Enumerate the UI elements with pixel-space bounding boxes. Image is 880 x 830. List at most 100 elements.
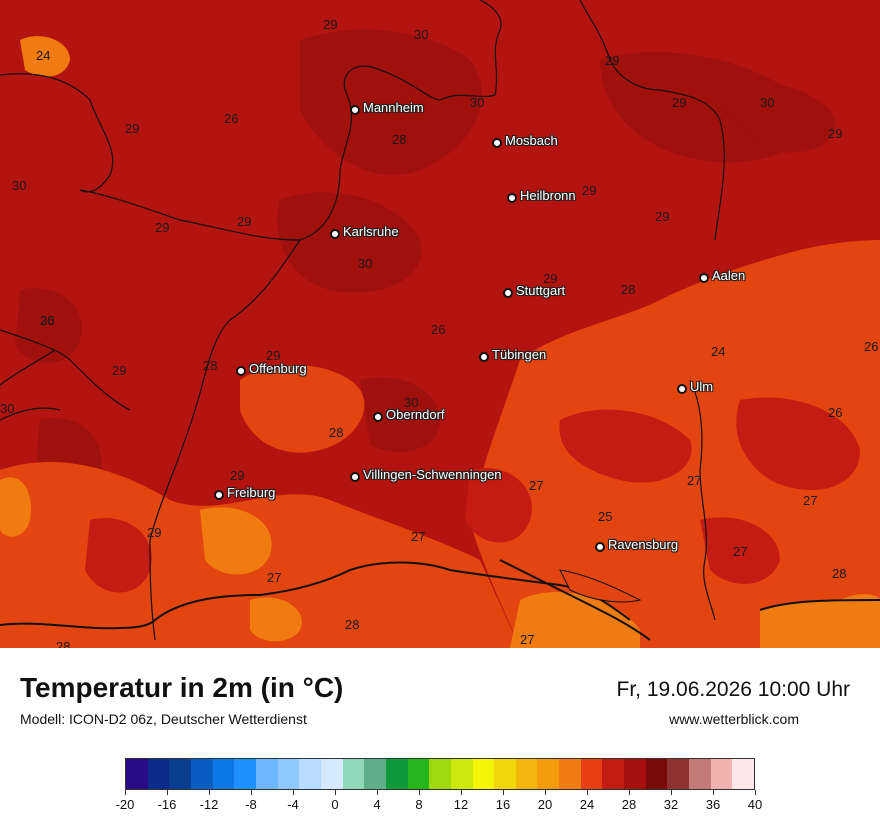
- colorbar-swatch: [580, 759, 603, 789]
- temperature-value: 30: [404, 395, 419, 410]
- colorbar-tick-mark: [419, 790, 420, 795]
- temperature-value: 30: [414, 27, 429, 42]
- colorbar-tick-label: -8: [245, 797, 257, 812]
- temperature-value: 29: [655, 209, 670, 224]
- colorbar-tick-mark: [167, 790, 168, 795]
- city-marker: [330, 229, 340, 239]
- colorbar-tick-label: 40: [747, 797, 763, 812]
- colorbar-swatch: [342, 759, 365, 789]
- temperature-value: 25: [598, 509, 613, 524]
- temperature-value: 26: [431, 322, 446, 337]
- lake-constance: [559, 569, 642, 603]
- temperature-value: 24: [711, 344, 726, 359]
- temperature-value: 30: [358, 256, 373, 271]
- temperature-value: 28: [832, 566, 847, 581]
- colorbar-swatch: [212, 759, 235, 789]
- colorbar-tick-label: 24: [579, 797, 595, 812]
- state-borders: [0, 0, 725, 641]
- colorbar-swatch: [234, 759, 256, 789]
- colorbar-swatch: [299, 759, 321, 789]
- colorbar-tick-mark: [503, 790, 504, 795]
- temperature-value: 29: [147, 525, 162, 540]
- warm-region-center: [240, 365, 365, 453]
- colorbar-swatch: [385, 759, 408, 789]
- city-marker: [503, 288, 513, 298]
- temperature-value: 30: [40, 313, 55, 328]
- temperature-value: 30: [0, 401, 15, 416]
- colorbar-swatch: [472, 759, 495, 789]
- temperature-value: 27: [411, 529, 426, 544]
- city-label: Villingen-Schwenningen: [363, 467, 502, 482]
- temperature-value: 29: [582, 183, 597, 198]
- colorbar-tick-mark: [755, 790, 756, 795]
- temperature-value: 28: [621, 282, 636, 297]
- temperature-value: 29: [230, 468, 245, 483]
- colorbar-tick-label: 20: [537, 797, 553, 812]
- colorbar-swatch: [407, 759, 430, 789]
- colorbar-tick-label: -16: [157, 797, 177, 812]
- map-title: Temperatur in 2m (in °C): [20, 672, 344, 703]
- city-label: Offenburg: [249, 361, 307, 376]
- colorbar-tick-label: 8: [415, 797, 423, 812]
- model-info: Modell: ICON-D2 06z, Deutscher Wetterdie…: [20, 711, 307, 727]
- colorbar-swatch: [277, 759, 300, 789]
- city-label: Mannheim: [363, 100, 424, 115]
- temperature-value: 27: [687, 473, 702, 488]
- city-label: Freiburg: [227, 485, 276, 500]
- colorbar-ticks: -20 -16 -12 -8 -4 0 4 8 12 16 20 24 28 32 36 40: [116, 790, 762, 820]
- colorbar-swatch: [710, 759, 733, 789]
- colorbar-swatch: [515, 759, 538, 789]
- city-marker: [699, 273, 709, 283]
- city-marker: [677, 384, 687, 394]
- colorbar-tick-label: -4: [287, 797, 299, 812]
- colorbar-tick-mark: [713, 790, 714, 795]
- colorbar-swatch: [320, 759, 343, 789]
- map-canvas: [0, 0, 880, 648]
- city-marker: [507, 193, 517, 203]
- temperature-value: 29: [237, 214, 252, 229]
- colorbar-tick-mark: [461, 790, 462, 795]
- city-label: Heilbronn: [520, 188, 576, 203]
- city-marker: [595, 542, 605, 552]
- colorbar-tick-label: 4: [373, 797, 381, 812]
- temperature-value: 28: [329, 425, 344, 440]
- city-label: Stuttgart: [516, 283, 566, 298]
- colorbar-tick-label: 28: [621, 797, 637, 812]
- colorbar-swatch: [624, 759, 646, 789]
- forecast-datetime: Fr, 19.06.2026 10:00 Uhr: [616, 678, 851, 701]
- temperature-value: 26: [40, 313, 55, 328]
- colorbar-swatch: [559, 759, 581, 789]
- temperature-value: 27: [520, 632, 535, 647]
- mild-patches: [0, 36, 880, 648]
- temperature-value: 30: [12, 178, 27, 193]
- city-marker: [479, 352, 489, 362]
- temperature-value: 28: [203, 358, 218, 373]
- temperature-value: 29: [828, 126, 843, 141]
- colorbar-swatch: [602, 759, 625, 789]
- colorbar-tick-mark: [293, 790, 294, 795]
- temperature-value: 27: [733, 544, 748, 559]
- city-label: Mosbach: [505, 133, 558, 148]
- temperature-value: 29: [112, 363, 127, 378]
- colorbar-tick-mark: [251, 790, 252, 795]
- colorbar-tick-mark: [629, 790, 630, 795]
- colorbar-tick-label: 32: [663, 797, 679, 812]
- colorbar-tick-mark: [335, 790, 336, 795]
- temperature-value: 29: [125, 121, 140, 136]
- city-marker: [350, 472, 360, 482]
- colorbar-tick-label: 0: [331, 797, 339, 812]
- temperature-value: 24: [36, 48, 51, 63]
- temperature-value: 27: [529, 478, 544, 493]
- city-label: Tübingen: [492, 347, 547, 362]
- colorbar-swatch: [190, 759, 213, 789]
- temperature-value: 28: [56, 639, 71, 648]
- city-label: Aalen: [712, 268, 746, 283]
- mixed-patches: [85, 397, 860, 593]
- temperature-value: 26: [828, 405, 843, 420]
- colorbar-swatch: [147, 759, 170, 789]
- colorbar-tick-mark: [545, 790, 546, 795]
- country-border: [0, 559, 880, 641]
- temperature-value: 28: [345, 617, 360, 632]
- colorbar-tick-label: -20: [115, 797, 135, 812]
- colorbar-tick-label: 12: [453, 797, 469, 812]
